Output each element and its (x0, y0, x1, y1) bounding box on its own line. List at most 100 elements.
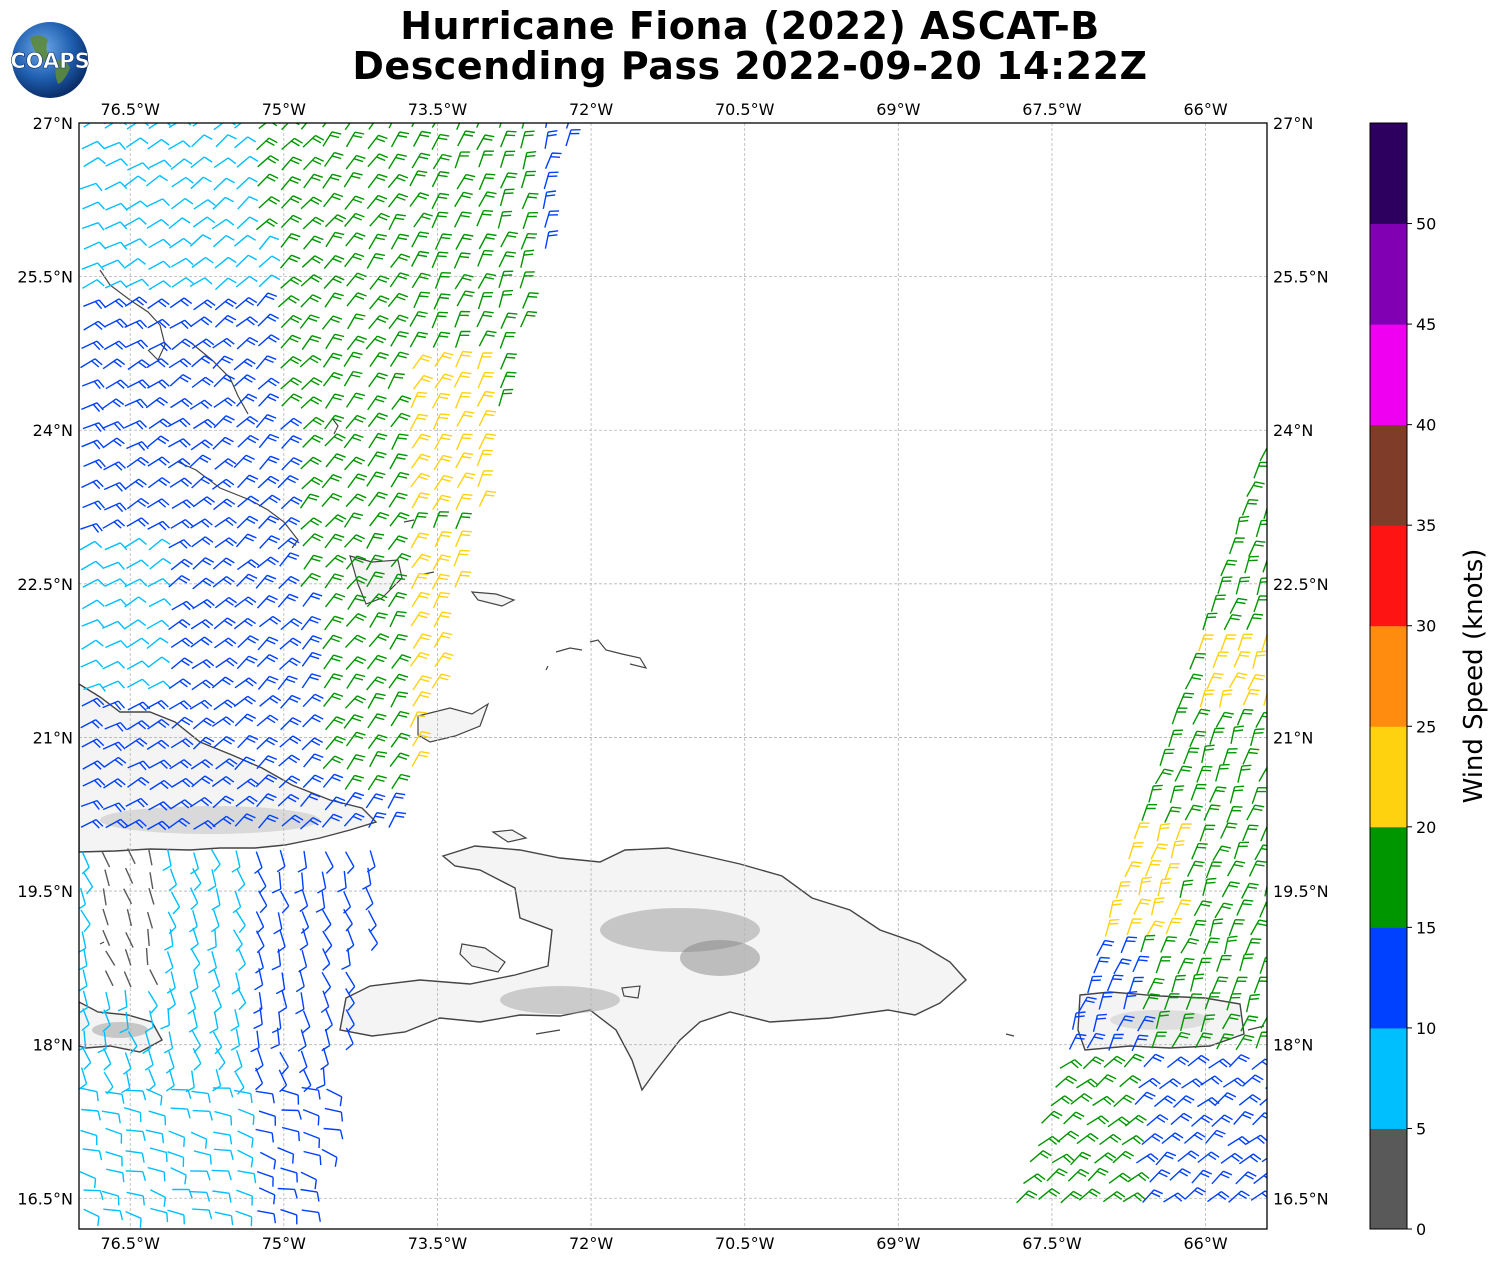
wind-barb (82, 599, 105, 610)
wind-barb (210, 849, 221, 872)
wind-barb (214, 516, 237, 528)
wind-barb (1216, 1033, 1234, 1050)
wind-barb (390, 131, 410, 148)
wind-barb (258, 1110, 276, 1126)
wind-barb (102, 358, 126, 370)
wind-barb (478, 233, 497, 250)
wind-barb (1161, 1132, 1184, 1145)
wind-barb (1059, 1059, 1083, 1069)
wind-barb (210, 909, 220, 933)
wind-barb (1209, 727, 1225, 745)
wind-barb (434, 652, 454, 668)
wind-barb (1041, 1110, 1063, 1124)
colorbar-segment (1370, 826, 1407, 928)
wind-barb (188, 1010, 198, 1033)
wind-barb (123, 258, 147, 269)
wind-barb (544, 152, 562, 169)
wind-barb (208, 951, 218, 974)
wind-barb (388, 314, 409, 330)
wind-barb (83, 157, 106, 168)
wind-barb (345, 232, 366, 247)
wind-barb (391, 773, 411, 790)
wind-barb (81, 738, 105, 749)
wind-barb (101, 991, 111, 1015)
wind-barb (320, 1047, 329, 1071)
wind-barb (254, 1048, 264, 1072)
wind-barb (170, 158, 193, 171)
wind-barb (127, 701, 151, 712)
wind-barb (255, 218, 278, 231)
wind-barb (455, 452, 474, 469)
wind-barb (453, 549, 470, 567)
wind-barb (324, 433, 346, 447)
wind-barb (279, 637, 302, 650)
wind-barb (212, 815, 235, 828)
wind-barb (277, 295, 300, 308)
wind-barb (257, 870, 267, 894)
wind-barb (322, 930, 333, 954)
wind-barb (209, 1011, 219, 1034)
wind-barb (520, 233, 538, 250)
wind-barb (1241, 499, 1259, 516)
wind-barb (236, 868, 246, 892)
lat-tick-label-right: 24°N (1273, 421, 1313, 440)
wind-barb (368, 123, 375, 130)
wind-barb (257, 155, 280, 168)
wind-barb (215, 1047, 226, 1071)
wind-barb (456, 433, 473, 451)
wind-barb (192, 867, 202, 891)
wind-barb (1112, 1150, 1135, 1164)
wind-barb (1246, 481, 1265, 497)
wind-barb (388, 673, 409, 689)
wind-barb (190, 636, 213, 648)
wind-barb (170, 518, 194, 529)
wind-barb (1108, 899, 1123, 918)
wind-barb (101, 1190, 120, 1206)
wind-barb (236, 155, 259, 168)
wind-barb (456, 472, 476, 489)
colorbar-tick-label: 50 (1416, 215, 1436, 234)
wind-barb (1246, 804, 1265, 821)
wind-barb (432, 153, 452, 170)
wind-barb (193, 299, 216, 311)
wind-barb (189, 234, 212, 247)
wind-barb (434, 433, 453, 450)
wind-barb (104, 280, 128, 289)
wind-barb (150, 1207, 169, 1223)
wind-barb (455, 493, 473, 510)
wind-barb (102, 929, 111, 946)
wind-barb (233, 1050, 243, 1073)
wind-barb (341, 948, 351, 971)
wind-barb (81, 340, 105, 351)
wind-barb (1261, 633, 1267, 651)
wind-barb (1237, 764, 1252, 783)
wind-barb (366, 593, 388, 608)
wind-barb (366, 532, 385, 549)
lon-tick-label-bottom: 76.5°W (100, 1234, 160, 1253)
wind-barb (1029, 1150, 1052, 1163)
wind-barb (280, 618, 303, 631)
wind-barb (1209, 918, 1224, 937)
wind-barb (1158, 1078, 1182, 1090)
wind-barb (321, 492, 343, 507)
wind-barb (454, 530, 472, 547)
wind-barb (1136, 1153, 1159, 1164)
wind-barb (337, 870, 347, 893)
wind-barb (412, 730, 431, 747)
wind-barb (149, 779, 172, 791)
wind-barb (147, 379, 170, 389)
wind-barb (1127, 1172, 1150, 1183)
wind-barb (281, 435, 302, 449)
wind-barb (127, 848, 136, 865)
wind-barb (345, 1027, 354, 1051)
wind-barb (237, 434, 260, 448)
wind-barb (1070, 1093, 1093, 1105)
wind-barb (1260, 1016, 1267, 1029)
wind-barb (321, 315, 343, 330)
wind-barb (1146, 1114, 1169, 1127)
wind-barb (81, 262, 105, 271)
wind-barb (237, 635, 259, 649)
wind-barb (234, 136, 257, 149)
wind-barb (235, 533, 257, 548)
wind-barb (211, 218, 235, 230)
